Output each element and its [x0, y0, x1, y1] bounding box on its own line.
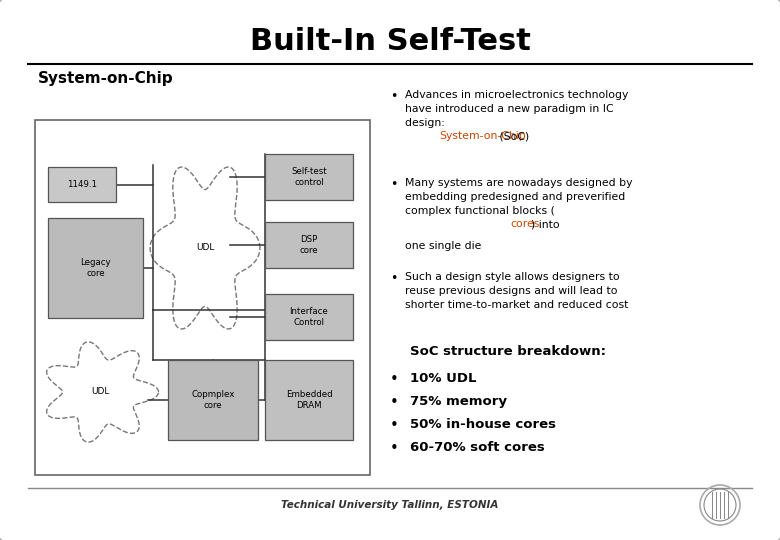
Text: UDL: UDL — [90, 388, 109, 396]
Text: •: • — [390, 395, 399, 410]
FancyBboxPatch shape — [265, 360, 353, 440]
Text: UDL: UDL — [196, 244, 215, 253]
Text: Advances in microelectronics technology
have introduced a new paradigm in IC
des: Advances in microelectronics technology … — [405, 90, 629, 128]
Text: System-on-Chip: System-on-Chip — [439, 131, 526, 141]
Text: 75% memory: 75% memory — [410, 395, 507, 408]
Text: Legacy
core: Legacy core — [80, 258, 111, 278]
FancyBboxPatch shape — [48, 167, 116, 202]
Text: •: • — [390, 441, 399, 456]
Text: •: • — [390, 372, 399, 387]
Text: (SoC): (SoC) — [496, 131, 530, 141]
Text: •: • — [390, 272, 397, 285]
Text: DSP
core: DSP core — [300, 235, 318, 255]
Text: one single die: one single die — [405, 241, 481, 251]
Text: Copmplex
core: Copmplex core — [191, 390, 235, 410]
Text: 60-70% soft cores: 60-70% soft cores — [410, 441, 544, 454]
Text: cores: cores — [510, 219, 540, 229]
Text: Technical University Tallinn, ESTONIA: Technical University Tallinn, ESTONIA — [282, 500, 498, 510]
Text: Such a design style allows designers to
reuse previous designs and will lead to
: Such a design style allows designers to … — [405, 272, 629, 310]
FancyBboxPatch shape — [35, 120, 370, 475]
Text: Embedded
DRAM: Embedded DRAM — [285, 390, 332, 410]
Text: •: • — [390, 90, 397, 103]
FancyBboxPatch shape — [48, 218, 143, 318]
Text: Interface
Control: Interface Control — [289, 307, 328, 327]
FancyBboxPatch shape — [265, 294, 353, 340]
Text: •: • — [390, 178, 397, 191]
Text: 1149.1: 1149.1 — [67, 180, 97, 189]
Text: Many systems are nowadays designed by
embedding predesigned and preverified
comp: Many systems are nowadays designed by em… — [405, 178, 633, 216]
Text: 50% in-house cores: 50% in-house cores — [410, 418, 556, 431]
Text: Built-In Self-Test: Built-In Self-Test — [250, 28, 530, 57]
Text: ) into: ) into — [530, 219, 559, 229]
Text: Self-test
control: Self-test control — [291, 167, 327, 187]
FancyBboxPatch shape — [168, 360, 258, 440]
FancyBboxPatch shape — [265, 154, 353, 200]
Text: SoC structure breakdown:: SoC structure breakdown: — [410, 345, 606, 358]
Text: 10% UDL: 10% UDL — [410, 372, 477, 385]
FancyBboxPatch shape — [265, 222, 353, 268]
Text: System-on-Chip: System-on-Chip — [38, 71, 174, 85]
Text: •: • — [390, 418, 399, 433]
